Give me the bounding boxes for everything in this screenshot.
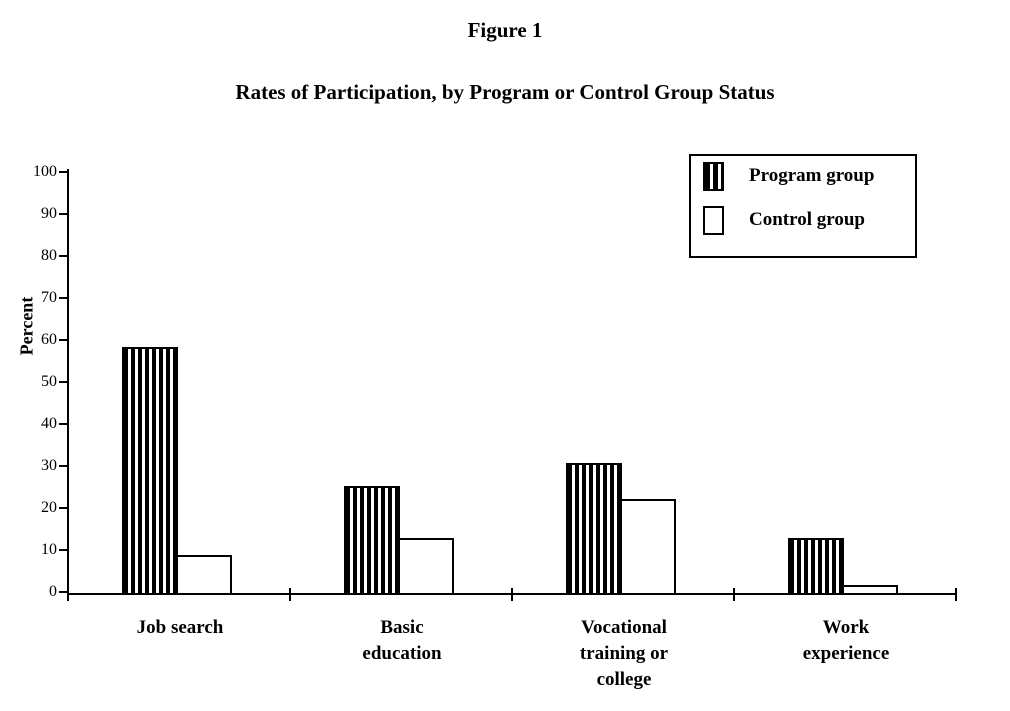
category-label-line: Vocational	[581, 617, 667, 638]
y-axis-tick-label: 100	[33, 163, 57, 180]
y-axis-tick-label: 60	[41, 331, 57, 348]
x-axis-tick	[733, 588, 735, 601]
y-axis-tick	[59, 339, 67, 341]
y-axis-tick-label: 40	[41, 415, 57, 432]
category-label-line: training or	[579, 643, 669, 664]
category-label-line: college	[596, 669, 652, 690]
bar-control-group-2	[620, 498, 676, 595]
y-axis-tick	[59, 381, 67, 383]
bar-program-group-3	[788, 538, 844, 595]
y-axis-tick	[59, 297, 67, 299]
y-axis-tick	[59, 213, 67, 215]
legend-entry-program-group: Program group	[703, 161, 874, 191]
plot-area: 0 10 20 30 40 50 60 70 80 90 100 Job search Basic edu…	[33, 163, 957, 690]
legend-swatch-program-group	[703, 161, 724, 191]
y-axis-tick	[59, 255, 67, 257]
bar-control-group-3	[842, 584, 898, 595]
bar-program-group-2	[566, 462, 622, 595]
bar-control-group-0	[176, 555, 232, 595]
bar-program-group-0	[122, 347, 178, 595]
y-axis-tick-label: 80	[41, 247, 57, 264]
y-axis-tick-label: 90	[41, 205, 57, 222]
bar-control-group-1	[398, 538, 454, 595]
y-axis-tick-label: 50	[41, 373, 57, 390]
y-axis-tick	[59, 171, 67, 173]
x-axis-tick	[67, 588, 69, 601]
category-label: Work experience	[735, 615, 957, 667]
category-label-line: experience	[802, 643, 890, 664]
y-axis-tick	[59, 465, 67, 467]
y-axis-tick	[59, 423, 67, 425]
category-label: Vocational training or college	[513, 615, 735, 693]
x-axis-tick	[955, 588, 957, 601]
legend-swatch-control-group	[703, 205, 724, 235]
category-label: Job search	[69, 615, 291, 641]
category-label-line: education	[362, 643, 442, 664]
figure-title: Figure 1	[467, 18, 543, 42]
y-axis-tick	[59, 549, 67, 551]
legend-entry-control-group: Control group	[703, 205, 865, 235]
y-axis-tick-label: 10	[41, 541, 57, 558]
legend-label-program-group: Program group	[749, 165, 875, 186]
y-axis-tick-label: 0	[49, 583, 57, 600]
y-axis-tick	[59, 507, 67, 509]
category-label-line: Basic	[380, 617, 424, 638]
legend-label-control-group: Control group	[749, 209, 865, 230]
category-label-line: Work	[822, 617, 870, 638]
y-axis-tick-label: 20	[41, 499, 57, 516]
category-label: Basic education	[291, 615, 513, 667]
figure-subtitle: Rates of Participation, by Program or Co…	[235, 80, 775, 104]
x-axis-tick	[289, 588, 291, 601]
x-axis-tick	[511, 588, 513, 601]
y-axis-tick-label: 30	[41, 457, 57, 474]
legend-box: Program group Control group	[689, 154, 917, 258]
y-axis-tick-label: 70	[41, 289, 57, 306]
y-axis-tick	[59, 591, 67, 593]
category-label-line: Job search	[136, 617, 224, 638]
bar-program-group-1	[344, 485, 400, 595]
